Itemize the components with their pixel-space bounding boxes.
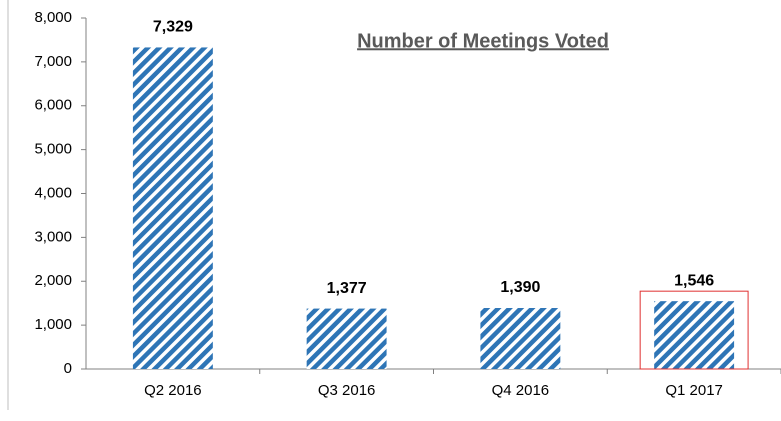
value-label: 1,390 [500, 279, 540, 296]
value-label: 1,377 [327, 280, 367, 297]
y-tick-label: 8,000 [34, 9, 72, 26]
value-label: 1,546 [674, 272, 714, 289]
x-tick-label: Q1 2017 [665, 382, 723, 399]
y-tick-label: 4,000 [34, 184, 72, 201]
highlight-box [639, 290, 749, 370]
y-tick-label: 1,000 [34, 316, 72, 333]
y-tick-label: 3,000 [34, 228, 72, 245]
x-tick-label: Q2 2016 [144, 382, 202, 399]
x-tick-label: Q4 2016 [492, 382, 550, 399]
x-tick-label: Q3 2016 [318, 382, 376, 399]
value-label: 7,329 [153, 19, 193, 36]
y-tick-label: 6,000 [34, 97, 72, 114]
bar [306, 308, 387, 369]
y-tick-label: 2,000 [34, 272, 72, 289]
bar [132, 47, 213, 369]
y-tick-label: 7,000 [34, 53, 72, 70]
y-tick-label: 5,000 [34, 141, 72, 158]
bar [654, 301, 735, 369]
y-tick-label: 0 [64, 360, 72, 377]
chart-title: Number of Meetings Voted [357, 30, 609, 52]
bar [480, 308, 561, 369]
